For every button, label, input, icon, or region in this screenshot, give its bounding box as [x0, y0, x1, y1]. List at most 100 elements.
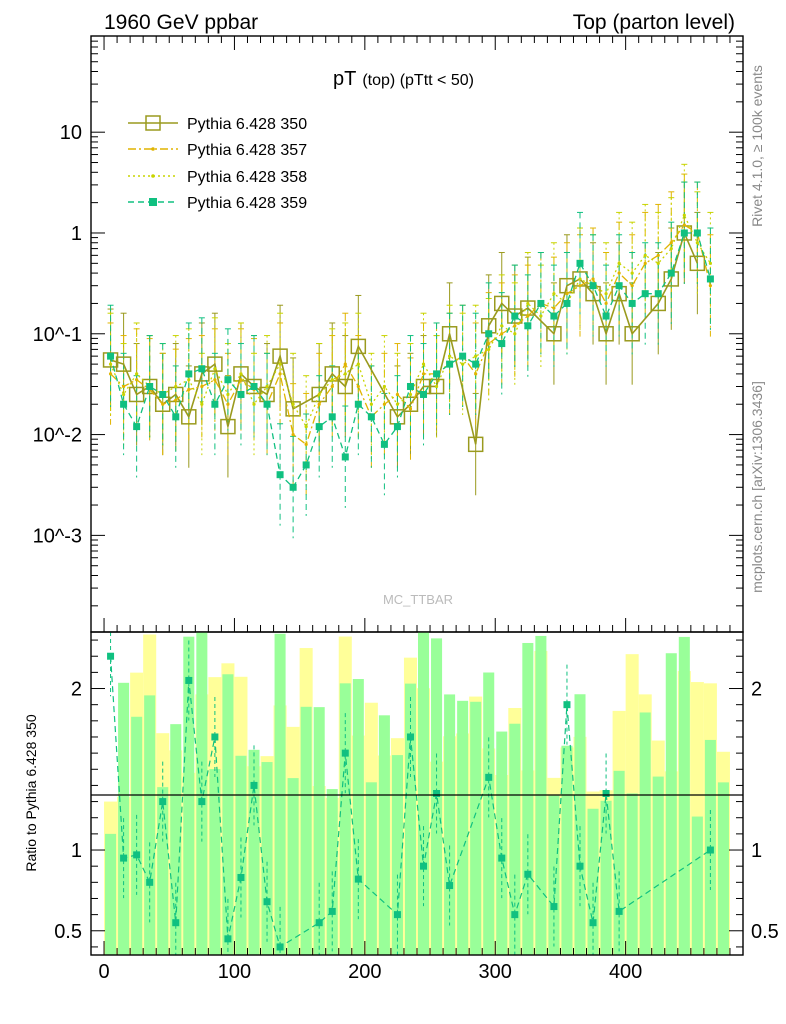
band-green [717, 782, 729, 955]
data-point-350 [246, 378, 262, 395]
plot-title-main: pT [333, 68, 356, 90]
data-point-358 [213, 367, 217, 371]
band-green [391, 755, 403, 955]
ratio-point [550, 903, 558, 911]
data-point-358 [239, 372, 243, 376]
data-point-357 [578, 284, 582, 288]
data-point-350 [350, 338, 367, 355]
data-point-357 [682, 223, 686, 227]
ratio-point [524, 870, 532, 878]
band-green [639, 712, 651, 955]
band-green [352, 679, 364, 955]
data-point-357 [617, 271, 621, 275]
band-green [600, 800, 612, 955]
data-point-357 [317, 402, 321, 406]
main-error-bars [107, 163, 714, 539]
data-point-357 [395, 392, 400, 397]
data-point-359 [393, 423, 401, 431]
ratio-point [185, 676, 193, 684]
data-point-359 [107, 352, 115, 360]
main-axis-ticks [91, 35, 743, 632]
x-tick-label: 0 [98, 961, 109, 983]
data-point-357 [708, 284, 713, 288]
data-point-358 [604, 292, 608, 296]
data-point-358 [122, 392, 126, 397]
legend-entry-350: Pythia 6.428 350 [128, 115, 307, 133]
data-point-359 [185, 370, 193, 378]
data-point-359 [589, 282, 597, 290]
ratio-point [406, 733, 414, 741]
data-point-357 [591, 277, 595, 281]
data-point-358 [317, 392, 321, 397]
data-point-350 [507, 308, 523, 324]
data-point-358 [643, 253, 647, 257]
ratio-point [159, 798, 167, 806]
ratio-y-label-left: 1 [71, 840, 82, 862]
data-point-359 [459, 352, 467, 360]
data-point-350 [428, 378, 445, 395]
band-green [418, 632, 430, 955]
data-point-358 [226, 392, 230, 397]
data-point-357 [565, 292, 569, 296]
data-point-357 [643, 261, 647, 265]
data-point-358 [369, 402, 373, 406]
band-green [378, 715, 390, 955]
band-green [287, 778, 299, 955]
data-point-359 [341, 453, 349, 461]
data-point-359 [602, 312, 610, 320]
main-series-group [102, 213, 714, 491]
data-point-357 [552, 306, 556, 310]
data-point-359 [198, 365, 206, 373]
data-point-358 [174, 384, 178, 389]
ratio-point [146, 878, 154, 886]
data-point-358 [552, 292, 556, 296]
band-green [483, 672, 495, 955]
band-green [222, 674, 234, 955]
y-tick-label: 1 [71, 223, 82, 245]
data-point-359 [511, 312, 519, 320]
data-point-350 [546, 326, 562, 342]
data-point-359 [485, 330, 493, 338]
data-point-359 [615, 282, 623, 290]
data-point-350 [441, 326, 458, 342]
ratio-point [511, 911, 519, 919]
data-point-358 [330, 378, 334, 382]
ratio-line [109, 656, 711, 948]
data-point-350 [467, 436, 484, 453]
data-point-350 [402, 396, 419, 412]
band-green [261, 762, 273, 955]
ratio-point [133, 851, 141, 859]
legend: Pythia 6.428 350 Pythia 6.428 357 Pythia… [128, 115, 307, 212]
data-point-357 [226, 402, 230, 406]
y-tick-label: 10 [60, 122, 82, 144]
data-point-359 [250, 382, 258, 390]
legend-label-350: Pythia 6.428 350 [187, 116, 307, 133]
data-point-359 [406, 382, 414, 390]
data-point-358 [487, 347, 491, 351]
data-point-359 [367, 413, 375, 421]
data-point-359 [420, 390, 428, 398]
data-point-358 [513, 332, 517, 336]
data-point-359 [576, 259, 584, 267]
data-point-358 [630, 271, 634, 275]
data-point-359 [693, 229, 701, 237]
band-green [339, 683, 351, 955]
data-point-358 [617, 261, 621, 265]
data-point-359 [654, 290, 662, 298]
ratio-point [341, 749, 349, 757]
data-point-358 [474, 354, 478, 358]
data-point-358 [656, 261, 660, 265]
data-point-350 [207, 356, 223, 372]
band-green [561, 745, 573, 955]
data-point-358 [291, 402, 295, 406]
data-point-358 [421, 362, 426, 366]
band-green [678, 636, 690, 955]
data-point-350 [285, 401, 301, 417]
data-point-350 [494, 295, 510, 312]
data-point-358 [578, 277, 582, 281]
band-green [587, 808, 599, 955]
band-green [300, 706, 312, 955]
band-green [404, 683, 416, 955]
ratio-point [602, 790, 610, 797]
